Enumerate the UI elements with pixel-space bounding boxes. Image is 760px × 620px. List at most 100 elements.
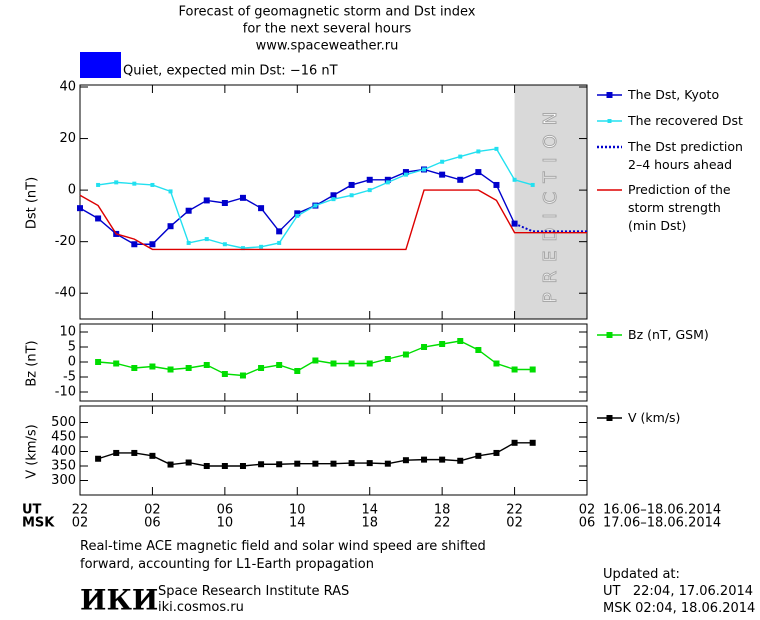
data-point xyxy=(366,360,373,367)
data-point xyxy=(239,372,246,379)
x2-tick-label: 14 xyxy=(289,516,306,531)
data-point xyxy=(295,213,300,218)
y-tick-label: 40 xyxy=(59,80,76,95)
data-point xyxy=(132,181,137,186)
data-point xyxy=(440,159,445,164)
legend-text: Bz (nT, GSM) xyxy=(628,327,709,342)
data-point xyxy=(149,363,156,370)
data-point xyxy=(457,176,464,183)
data-point xyxy=(475,452,482,459)
x2-tick-label: 02 xyxy=(506,516,523,531)
panel-frame xyxy=(79,405,588,496)
legend-text: V (km/s) xyxy=(628,410,681,425)
url: iki.cosmos.ru xyxy=(158,600,244,615)
data-point xyxy=(421,344,428,350)
data-point xyxy=(493,360,500,367)
data-point xyxy=(294,368,301,374)
x2-tick-label: 06 xyxy=(144,516,161,531)
legend-text: The recovered Dst xyxy=(628,113,743,128)
y-axis-label: V (km/s) xyxy=(25,424,40,479)
y-tick-label: 300 xyxy=(51,473,76,488)
x2-tick-label: 06 xyxy=(579,516,596,531)
institute: Space Research Institute RAS xyxy=(158,584,350,599)
prediction-band xyxy=(514,85,587,319)
legend-text: The Dst, Kyoto xyxy=(628,87,720,102)
data-point xyxy=(239,463,246,469)
x-range: 16.06–18.06.2014 xyxy=(603,503,721,518)
data-point xyxy=(167,223,174,230)
x-axis-label: UT xyxy=(22,503,42,518)
legend-marker xyxy=(606,415,613,421)
data-point xyxy=(222,242,227,247)
data-point xyxy=(203,362,210,368)
x-tick-label: 10 xyxy=(289,503,306,518)
x2-tick-label: 10 xyxy=(217,516,234,531)
data-point xyxy=(168,189,173,194)
note-line: forward, accounting for L1-Earth propaga… xyxy=(80,557,374,572)
data-point xyxy=(221,200,228,206)
data-point xyxy=(457,338,464,344)
data-point xyxy=(457,457,464,464)
legend-marker xyxy=(606,332,613,338)
data-point xyxy=(402,351,409,358)
data-point xyxy=(277,240,282,245)
data-point xyxy=(402,457,409,464)
data-point xyxy=(276,228,283,235)
y-axis-label: Bz (nT) xyxy=(25,340,40,386)
data-point xyxy=(95,455,102,462)
data-point xyxy=(403,172,408,177)
data-point xyxy=(348,460,355,467)
y-tick-label: 350 xyxy=(51,459,76,474)
data-point xyxy=(131,241,138,248)
y-tick-label: 450 xyxy=(51,430,76,445)
data-point xyxy=(331,197,336,202)
data-point xyxy=(366,460,373,467)
data-point xyxy=(203,197,210,204)
data-point xyxy=(511,366,518,373)
title-line: Forecast of geomagnetic storm and Dst in… xyxy=(178,5,475,20)
x-tick-label: 02 xyxy=(144,503,161,518)
updated-line: Updated at: xyxy=(603,567,680,582)
data-point xyxy=(114,180,119,185)
data-point xyxy=(185,207,192,214)
data-point xyxy=(131,449,138,456)
data-point xyxy=(422,167,427,172)
y-tick-label: 400 xyxy=(51,444,76,459)
y-tick-label: -10 xyxy=(55,385,76,400)
legend-marker xyxy=(606,92,613,98)
x-tick-label: 14 xyxy=(361,503,378,518)
data-point xyxy=(439,341,446,347)
y-tick-label: 5 xyxy=(68,340,76,355)
data-point xyxy=(475,347,482,353)
data-point xyxy=(167,461,174,468)
data-point xyxy=(259,244,264,249)
data-point xyxy=(203,463,210,469)
data-point xyxy=(276,461,283,468)
x-tick-label: 18 xyxy=(434,503,451,518)
data-point xyxy=(221,371,228,377)
status-box xyxy=(80,52,121,78)
data-point xyxy=(439,171,446,178)
data-point xyxy=(421,456,428,463)
data-point xyxy=(529,366,536,373)
updated-line: UT 22:04, 17.06.2014 xyxy=(603,584,754,599)
data-point xyxy=(150,182,155,187)
y-tick-label: 0 xyxy=(68,355,76,370)
title-line: for the next several hours xyxy=(243,22,412,37)
data-point xyxy=(113,449,120,456)
x-tick-label: 06 xyxy=(217,503,234,518)
title-line: www.spaceweather.ru xyxy=(256,39,399,54)
data-point xyxy=(402,169,409,176)
series-line xyxy=(79,189,587,251)
data-point xyxy=(530,182,535,187)
data-point xyxy=(348,181,355,188)
data-point xyxy=(384,176,391,183)
y-tick-label: -5 xyxy=(63,370,76,385)
data-point xyxy=(185,459,192,466)
data-point xyxy=(330,192,337,199)
x2-tick-label: 18 xyxy=(361,516,378,531)
data-point xyxy=(95,215,102,222)
legend-marker xyxy=(607,119,612,123)
data-point xyxy=(149,241,156,248)
data-point xyxy=(475,169,482,176)
